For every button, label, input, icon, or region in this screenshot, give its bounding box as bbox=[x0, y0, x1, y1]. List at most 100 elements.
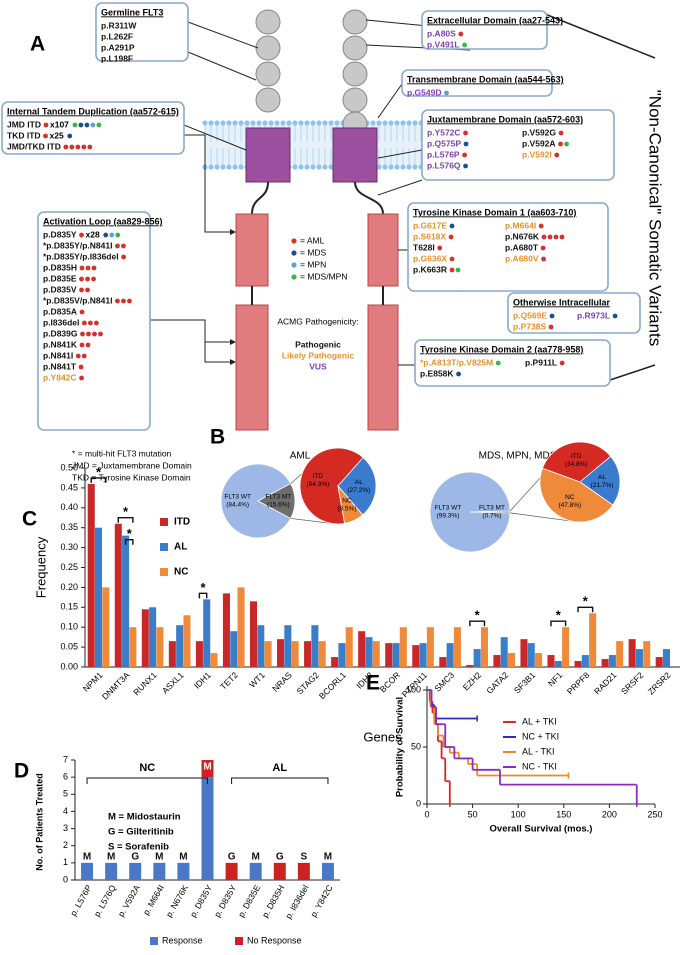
variant: p.G636X bbox=[413, 253, 447, 263]
pie-label: AL bbox=[355, 479, 363, 486]
lipid-head bbox=[310, 120, 316, 126]
variant-box bbox=[507, 292, 641, 334]
x-tick-label: 200 bbox=[602, 809, 617, 819]
significance-label: * bbox=[556, 608, 562, 623]
disease-dot bbox=[463, 163, 468, 169]
significance-bracket bbox=[577, 606, 594, 613]
disease-dot bbox=[553, 234, 559, 240]
disease-dot bbox=[78, 122, 84, 128]
variant: p.L262F bbox=[101, 31, 133, 41]
box-title: Otherwise Intracellular bbox=[513, 297, 611, 307]
y-tick-label: 0.05 bbox=[60, 641, 78, 651]
variant: JMD ITD bbox=[7, 119, 41, 129]
lipid-head bbox=[388, 164, 394, 170]
legend-swatch bbox=[160, 543, 168, 551]
y-tick-label: 4 bbox=[63, 806, 68, 816]
lipid-head bbox=[292, 120, 298, 126]
footnote: TKD = Tyrosine Kinase Domain bbox=[72, 472, 191, 482]
bar-segment bbox=[201, 760, 214, 778]
pie-value-label: (84.4%) bbox=[226, 502, 249, 509]
variant: p.E858K bbox=[420, 368, 454, 378]
lipid-head bbox=[208, 120, 214, 126]
disease-dot bbox=[84, 122, 90, 128]
side-label: "Non-Canonical" Somatic Variants bbox=[646, 90, 665, 346]
pie-label: FLT3 WT bbox=[224, 494, 251, 501]
lipid-head bbox=[244, 120, 250, 126]
disease-dot bbox=[448, 234, 454, 240]
linker bbox=[251, 181, 269, 215]
y-tick-label: 100 bbox=[406, 684, 421, 694]
lipid-head bbox=[262, 120, 268, 126]
bar bbox=[426, 627, 434, 667]
connector bbox=[290, 518, 331, 524]
disease-dot bbox=[538, 223, 544, 229]
lipid-head bbox=[406, 164, 412, 170]
disease-dot bbox=[540, 245, 546, 251]
variant: p.L576P bbox=[427, 149, 460, 159]
ig-domain bbox=[342, 9, 368, 35]
lipid-head bbox=[310, 164, 316, 170]
pie-value-label: (99.3%) bbox=[437, 513, 460, 520]
disease-dot bbox=[548, 324, 554, 330]
pie-slice bbox=[541, 441, 612, 483]
bar-segment bbox=[249, 862, 262, 880]
pie-label: ITD bbox=[313, 473, 324, 480]
lipid-head bbox=[400, 120, 406, 126]
count-dot bbox=[43, 133, 48, 139]
connector bbox=[187, 51, 257, 81]
bar bbox=[535, 653, 543, 667]
legend-label: AL + TKI bbox=[522, 716, 557, 726]
x-tick-label: BCOR bbox=[378, 670, 402, 694]
lipid-head bbox=[400, 164, 406, 170]
variant: *p.A813T/p.V825M bbox=[420, 357, 493, 367]
variant: p.Y572C bbox=[427, 127, 461, 137]
legend-swatch bbox=[150, 937, 158, 945]
disease-dot bbox=[115, 243, 120, 249]
variant-box bbox=[1, 101, 185, 155]
legend-dot bbox=[291, 262, 297, 268]
pie-value-label: (21.7%) bbox=[591, 482, 614, 489]
lipid-head bbox=[220, 164, 226, 170]
variant: p.N841I bbox=[43, 350, 73, 360]
pie-label: NC bbox=[342, 498, 352, 505]
legend-label: NC bbox=[174, 567, 188, 578]
x-tick-label: PRPF8 bbox=[565, 670, 592, 697]
bar-label: S bbox=[301, 851, 308, 862]
bar bbox=[230, 631, 238, 667]
bar bbox=[527, 643, 535, 667]
panel-label: A bbox=[30, 33, 45, 56]
disease-dot bbox=[85, 287, 90, 293]
bar-label: M bbox=[324, 851, 332, 862]
variant: p.V592G bbox=[522, 127, 556, 137]
bar bbox=[655, 657, 663, 667]
variant: p.D835H bbox=[43, 262, 77, 272]
connector bbox=[544, 13, 656, 59]
bar bbox=[453, 627, 461, 667]
jm-domain bbox=[245, 127, 291, 183]
disease-dot bbox=[115, 232, 121, 238]
lipid-head bbox=[274, 120, 280, 126]
bar-label: M bbox=[83, 851, 91, 862]
bar bbox=[628, 639, 636, 667]
y-tick-label: 7 bbox=[63, 754, 68, 764]
y-tick-label: 0.20 bbox=[60, 582, 78, 592]
bar-label: M bbox=[179, 851, 187, 862]
variant-box bbox=[421, 109, 615, 181]
box-title: Internal Tandem Duplication (aa572-615) bbox=[7, 106, 179, 116]
variant: p.L576Q bbox=[427, 160, 461, 170]
pie-slice bbox=[220, 463, 292, 539]
y-tick-label: 50 bbox=[411, 741, 421, 751]
disease-dot bbox=[79, 287, 84, 293]
ig-domain bbox=[255, 87, 281, 113]
group-bracket bbox=[86, 777, 208, 784]
disease-dot bbox=[78, 364, 84, 370]
x-tick-label: 250 bbox=[647, 809, 662, 819]
lipid-head bbox=[406, 120, 412, 126]
acmg-title: ACMG Pathogenicity: bbox=[277, 316, 358, 326]
variant: p.A291P bbox=[101, 42, 135, 52]
lipid-head bbox=[316, 164, 322, 170]
disease-dot bbox=[449, 267, 455, 273]
x-tick-label: p. D835Y bbox=[212, 883, 239, 919]
bar-label: M bbox=[155, 851, 163, 862]
